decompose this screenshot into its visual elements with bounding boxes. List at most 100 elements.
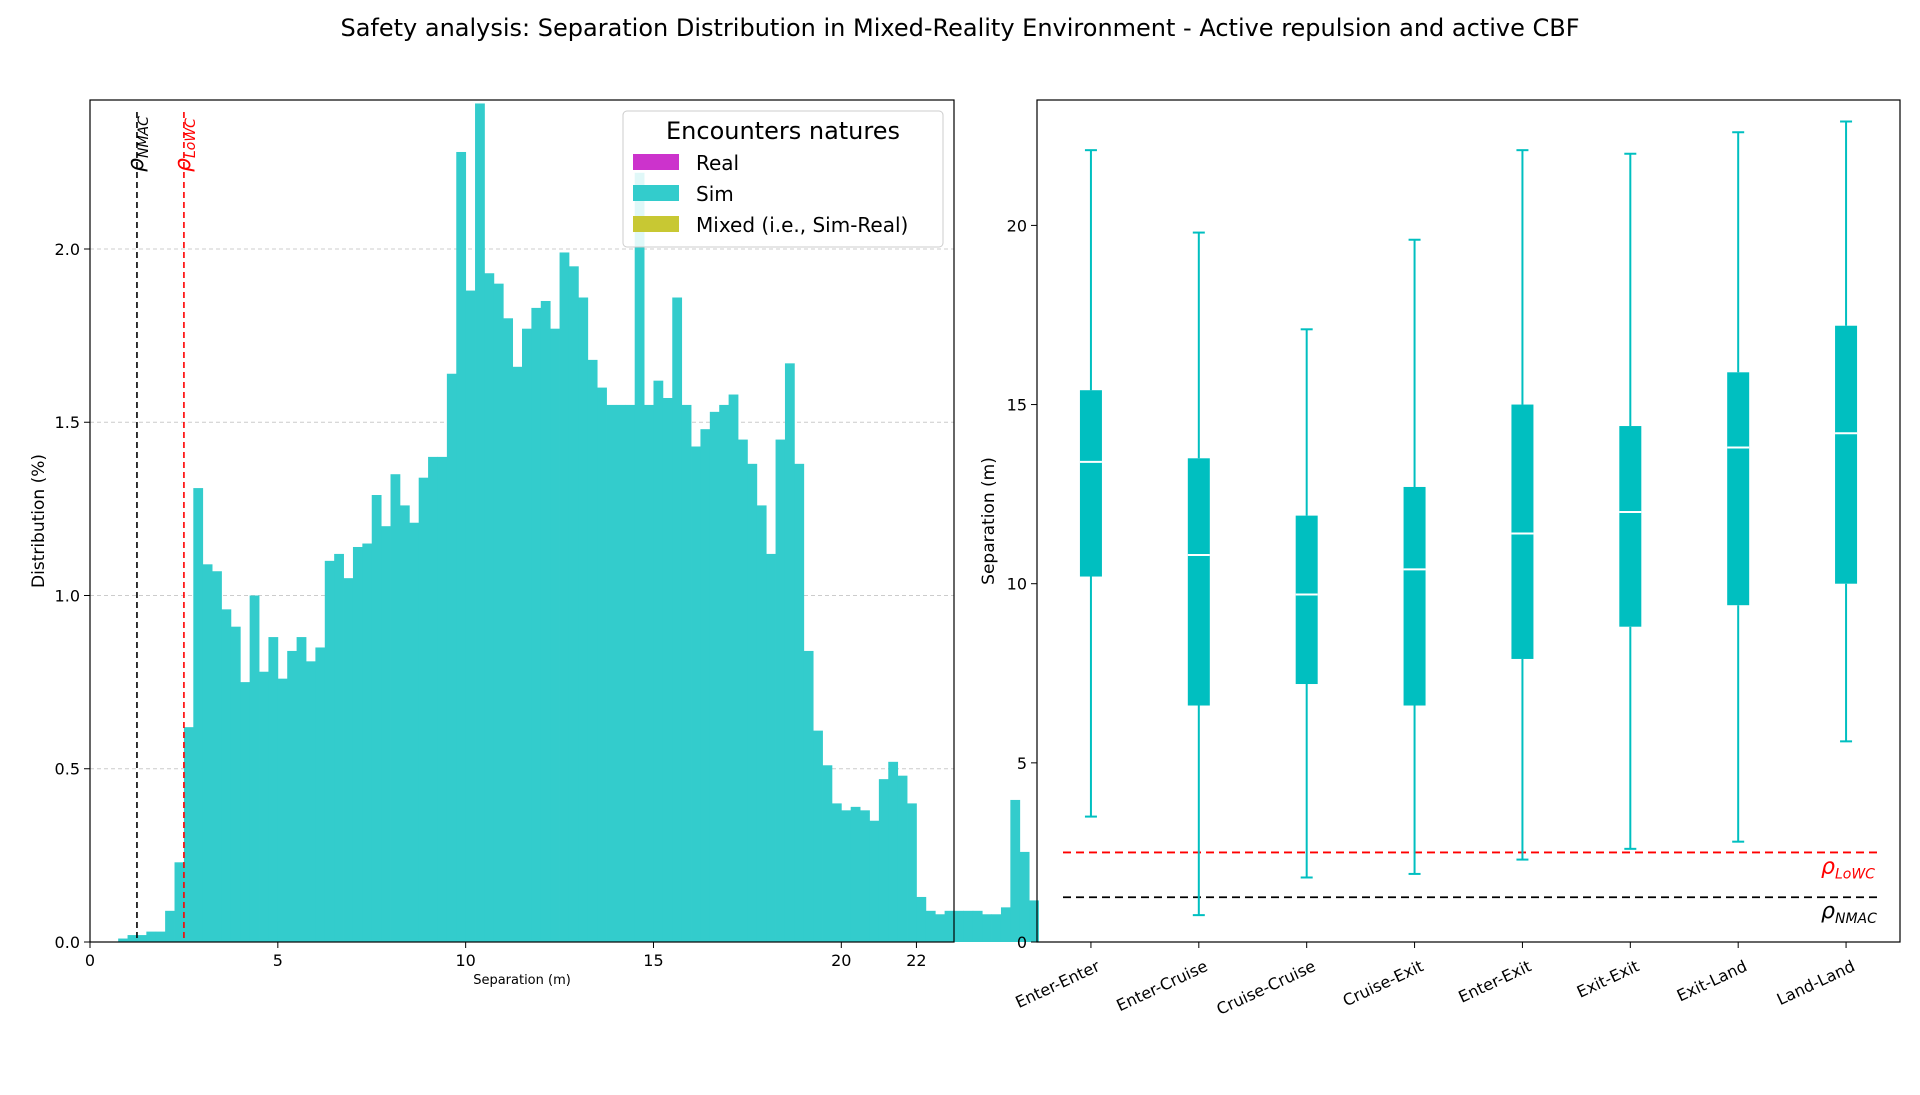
histogram-refline-label-rho-lowc-subscript: LoWC [183,118,199,158]
histogram-y-tick-label: 2.0 [55,240,80,259]
histogram-bar [878,779,889,942]
histogram-bar [738,439,748,942]
boxplot-refline-label-rho-lowc: ρLoWC [1821,854,1875,882]
histogram-x-tick-label: 10 [455,951,475,970]
histogram-bar [531,307,542,942]
histogram-bar [869,820,880,942]
histogram-bar [343,578,354,942]
histogram-bar [277,678,288,942]
histogram-bar [578,297,589,942]
boxplot-x-tick-label: Exit-Exit [1574,956,1642,1001]
histogram-y-tick-label: 1.5 [55,413,80,432]
boxplot-y-axis-label: Separation (m) [979,457,999,585]
histogram-x-tick-label: 20 [831,951,851,970]
histogram-refline-label-rho-nmac-subscript: NMAC [136,116,152,158]
histogram-bar [259,671,269,942]
histogram-bar [822,765,833,942]
histogram-bar [371,495,382,942]
histogram-bar [784,363,795,942]
boxplot-refline-label-rho-nmac-subscript: NMAC [1835,911,1877,927]
histogram-bar [615,404,626,942]
histogram-bar [991,914,1002,942]
histogram-bar [540,300,551,942]
histogram-bar [315,647,326,942]
histogram-bar [362,543,373,942]
box-exit-land [1727,131,1750,843]
histogram-bar [672,297,683,942]
histogram-bar [475,103,485,942]
histogram-bar [719,404,730,942]
histogram-bar [925,910,936,942]
boxplot-x-tick-label: Cruise-Cruise [1214,956,1319,1018]
boxplot-refline-label-rho-nmac: ρNMAC [1821,899,1877,927]
legend-frame [622,110,944,248]
histogram-bar [230,626,241,942]
histogram-bar [803,650,814,942]
histogram-bars [118,103,1039,943]
histogram-bar [831,803,842,942]
boxplot-x-tick-label: Enter-Cruise [1113,956,1210,1015]
box-iqr [1403,486,1426,706]
histogram-bar [982,914,992,942]
figure-title: Safety analysis: Separation Distribution… [340,14,1580,42]
histogram-bar [756,505,767,942]
histogram-bar [136,935,147,942]
histogram-bar [165,910,175,942]
histogram-bar [399,505,410,942]
histogram-x-ticks: 0 5 10 15 20 22 [85,942,927,970]
histogram-bar [493,283,504,942]
histogram-bar [1019,851,1030,942]
histogram-bar [324,560,335,942]
histogram-y-axis-label: Distribution (%) [29,454,49,588]
histogram-bar [606,404,617,942]
histogram-bar [484,273,495,942]
box-iqr [1079,390,1102,577]
boxplot-reference-lines: ρLoWC ρNMAC [1063,851,1880,927]
histogram-y-ticks: 0.0 0.5 1.0 1.5 2.0 [55,240,90,952]
legend-label-mixed: Mixed (i.e., Sim-Real) [696,213,908,237]
histogram-bar [155,931,166,942]
histogram-bar [653,380,664,943]
histogram-bar [418,477,429,942]
box-iqr [1511,404,1534,659]
box-iqr [1835,325,1858,584]
histogram-bar [522,328,532,942]
histogram-bar [944,910,955,942]
box-enter-exit [1511,149,1534,861]
histogram-x-tick-label: 15 [643,951,663,970]
histogram-bar [907,803,917,942]
histogram-bar [268,637,279,942]
histogram-bar [963,910,974,942]
histogram-y-tick-label: 1.0 [55,586,80,605]
box-iqr [1619,426,1642,627]
histogram-bar [503,318,514,943]
histogram-x-tick-label: 0 [85,951,95,970]
boxplot-x-tick-label: Land-Land [1774,956,1858,1009]
histogram-bar [954,910,964,942]
histogram-bar [916,896,927,942]
legend-label-real: Real [696,151,739,175]
legend-swatch-mixed [633,216,679,232]
boxplot-x-tick-label: Exit-Land [1674,956,1750,1005]
histogram-bar [287,650,298,942]
histogram-y-tick-label: 0.5 [55,760,80,779]
box-enter-enter [1079,149,1102,818]
boxplot-y-tick-label: 0 [1017,933,1027,952]
histogram-bar [700,429,711,942]
box-exit-exit [1619,152,1642,850]
boxplot-x-tick-label: Enter-Enter [1012,956,1103,1012]
legend-swatch-sim [633,185,679,201]
box-land-land [1835,120,1858,743]
histogram-bar [146,931,157,942]
histogram-bar [662,397,673,942]
histogram-bar [709,411,720,943]
histogram-bar [644,404,654,942]
histogram-bar [381,526,391,942]
histogram-bar [634,172,645,942]
histogram-bar [465,290,476,942]
legend-title: Encounters natures [666,117,900,145]
legend-label-sim: Sim [696,182,734,206]
boxplot-y-tick-label: 10 [1007,575,1027,594]
